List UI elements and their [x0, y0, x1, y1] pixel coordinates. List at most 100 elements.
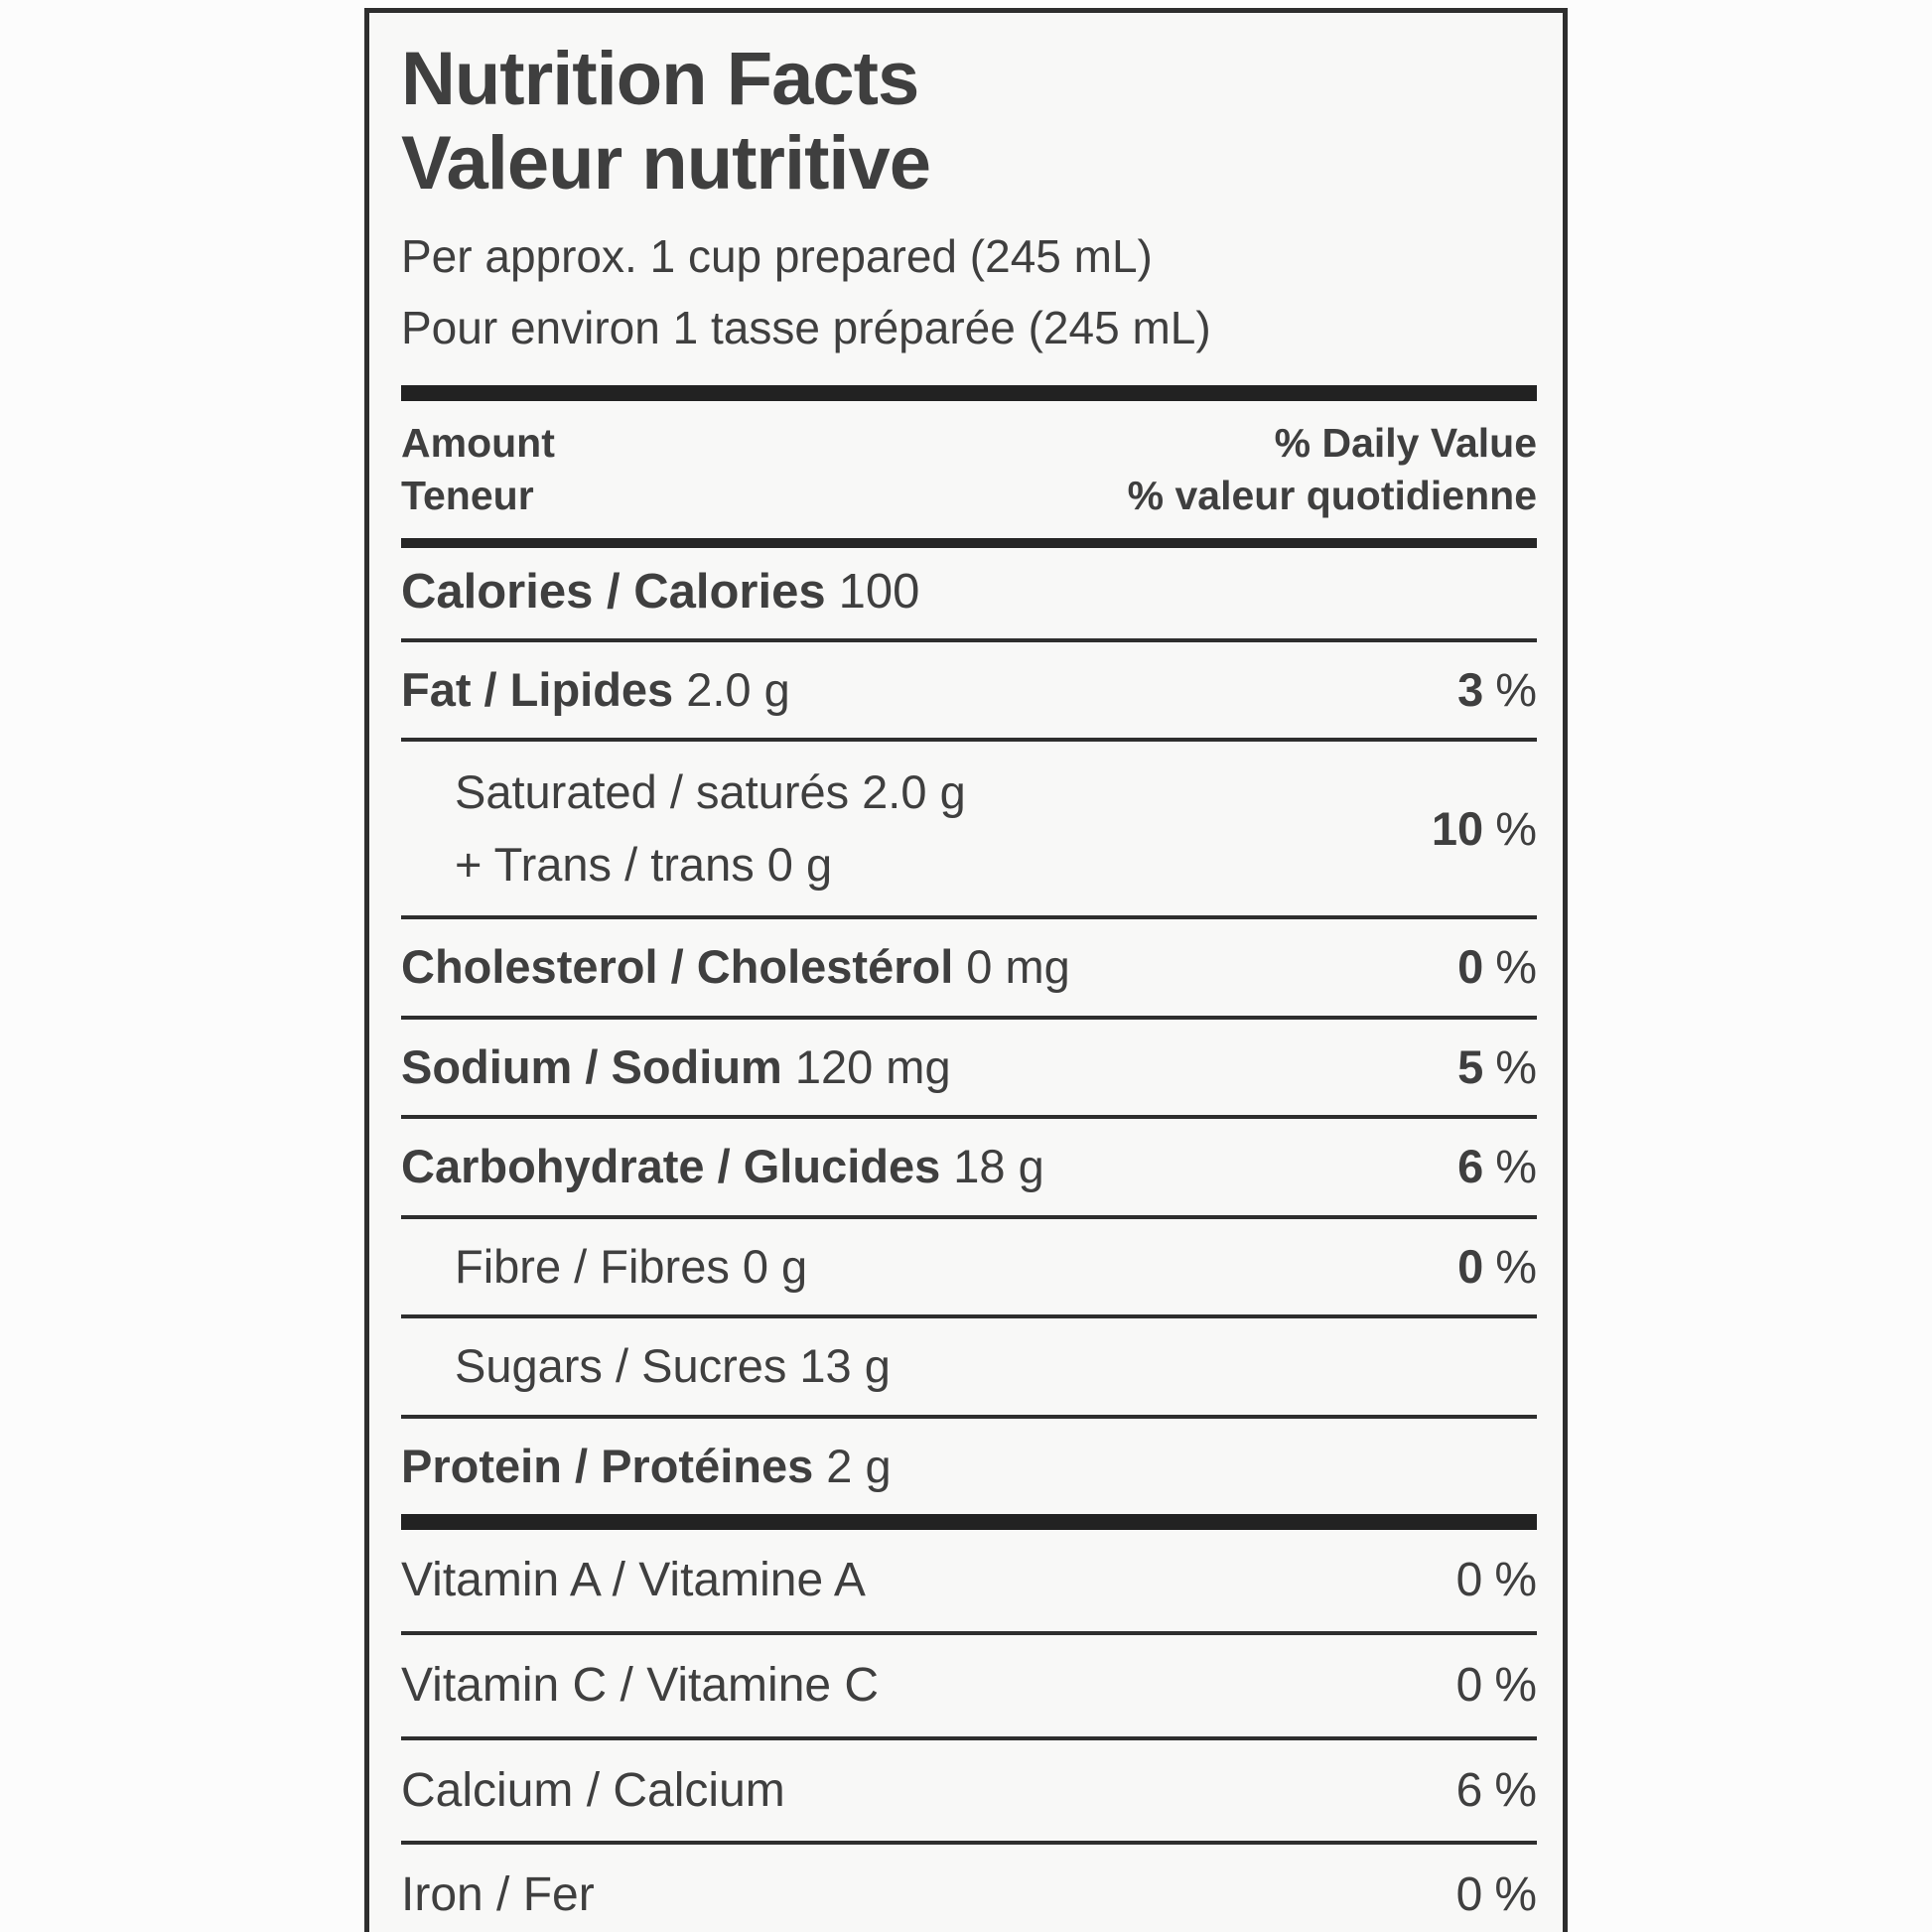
title-english: Nutrition Facts	[401, 37, 919, 121]
percent-sign: %	[1495, 940, 1537, 994]
daily-value: 0%	[1437, 1867, 1537, 1923]
nutrient-name: Vitamin A / Vitamine A	[401, 1554, 866, 1607]
column-headers: Amount Teneur % Daily Value % valeur quo…	[401, 401, 1537, 539]
title-french: Valeur nutritive	[401, 121, 931, 207]
nutrient-label: Vitamin A / Vitamine A	[401, 1553, 1437, 1608]
medium-divider	[401, 538, 1537, 549]
nutrient-name: Sodium / Sodium	[401, 1039, 782, 1093]
daily-value-number: 0	[1457, 940, 1484, 994]
nutrient-name: Cholesterol / Cholestérol	[401, 940, 954, 994]
daily-value: 3%	[1438, 663, 1537, 718]
nutrient-name: Carbohydrate / Glucides	[401, 1140, 941, 1193]
daily-value-header: % Daily Value % valeur quotidienne	[1128, 417, 1537, 523]
thin-divider	[401, 1414, 1537, 1419]
calories-label: Calories / Calories	[401, 565, 826, 620]
nutrient-name: Iron / Fer	[401, 1868, 595, 1922]
thick-divider-bottom	[401, 1514, 1537, 1531]
nutrient-row: Sodium / Sodium 120 mg 5%	[401, 1020, 1537, 1116]
thin-divider	[401, 738, 1537, 743]
nutrient-amount: 120 mg	[794, 1039, 951, 1093]
nutrient-label: Protein / Protéines 2 g	[401, 1440, 1537, 1494]
thin-divider	[401, 1631, 1537, 1636]
nutrient-row: Protein / Protéines 2 g	[401, 1419, 1537, 1515]
nutrient-label: Sugars / Sucres 13 g	[401, 1339, 1537, 1394]
nutrient-label: Iron / Fer	[401, 1867, 1437, 1923]
thin-divider	[401, 1214, 1537, 1219]
micronutrient-row: Iron / Fer 0%	[401, 1845, 1537, 1932]
thin-divider	[401, 1314, 1537, 1319]
nutrient-amount: 2.0 g	[686, 662, 790, 716]
nutrient-row: Sugars / Sucres 13 g	[401, 1318, 1537, 1415]
nutrient-name: Calcium / Calcium	[401, 1763, 785, 1817]
thick-divider-top	[401, 384, 1537, 401]
micronutrient-rows-section: Vitamin A / Vitamine A 0% Vitamin C / Vita…	[401, 1530, 1537, 1932]
amount-header-french: Teneur	[401, 473, 534, 519]
daily-value: 5%	[1438, 1040, 1537, 1095]
nutrient-amount: 0 mg	[966, 940, 1070, 994]
daily-value: 6%	[1437, 1763, 1537, 1819]
nutrient-name: Fat / Lipides	[401, 662, 674, 716]
percent-sign: %	[1494, 1659, 1537, 1713]
daily-value-number: 0	[1457, 1239, 1484, 1293]
amount-header: Amount Teneur	[401, 417, 555, 523]
thin-divider	[401, 1841, 1537, 1846]
nutrient-label-line: + Trans / trans 0 g	[455, 837, 833, 891]
daily-value: 0%	[1437, 1553, 1537, 1608]
nutrient-label: Carbohydrate / Glucides 18 g	[401, 1140, 1438, 1194]
nutrient-amount: 2 g	[826, 1439, 892, 1492]
percent-sign: %	[1495, 801, 1537, 855]
daily-value-number: 0	[1455, 1554, 1483, 1607]
daily-value: 10%	[1412, 802, 1537, 857]
nutrient-name: Vitamin C / Vitamine C	[401, 1659, 880, 1713]
thin-divider	[401, 1015, 1537, 1020]
nutrient-label: Saturated / saturés 2.0 g + Trans / trans…	[401, 765, 1412, 892]
calories-row: Calories / Calories 100	[401, 548, 1537, 637]
percent-sign: %	[1495, 662, 1537, 716]
percent-sign: %	[1495, 1140, 1537, 1193]
daily-value: 0%	[1437, 1658, 1537, 1714]
nutrient-row: Saturated / saturés 2.0 g + Trans / trans…	[401, 742, 1537, 915]
serving-size-english: Per approx. 1 cup prepared (245 mL)	[401, 230, 1153, 283]
nutrient-label: Cholesterol / Cholestérol 0 mg	[401, 940, 1438, 995]
daily-value-header-french: % valeur quotidienne	[1127, 473, 1537, 519]
nutrient-amount: 18 g	[953, 1140, 1044, 1193]
percent-sign: %	[1494, 1554, 1537, 1607]
daily-value-number: 10	[1431, 801, 1484, 855]
nutrient-label: Fibre / Fibres 0 g	[401, 1240, 1438, 1295]
micronutrient-row: Vitamin C / Vitamine C 0%	[401, 1635, 1537, 1736]
thin-divider	[401, 915, 1537, 920]
thin-divider	[401, 1735, 1537, 1740]
percent-sign: %	[1494, 1868, 1537, 1922]
daily-value-number: 5	[1457, 1039, 1484, 1093]
daily-value-number: 6	[1457, 1140, 1484, 1193]
nutrient-name: Protein / Protéines	[401, 1439, 814, 1492]
percent-sign: %	[1495, 1239, 1537, 1293]
thin-divider	[401, 1115, 1537, 1120]
nutrient-rows-section: Fat / Lipides 2.0 g 3% Saturated / saturés …	[401, 642, 1537, 1515]
nutrient-amount: 13 g	[799, 1339, 891, 1393]
daily-value: 0%	[1438, 1240, 1537, 1295]
thin-divider	[401, 637, 1537, 642]
calories-value: 100	[838, 565, 920, 620]
serving-size-french: Pour environ 1 tasse préparée (245 mL)	[401, 301, 1211, 353]
nutrient-label: Fat / Lipides 2.0 g	[401, 663, 1438, 718]
nutrient-amount: 0 g	[742, 1239, 808, 1293]
daily-value-number: 0	[1455, 1659, 1483, 1713]
nutrient-label-line: Saturated / saturés 2.0 g	[455, 765, 966, 819]
percent-sign: %	[1494, 1763, 1537, 1817]
nutrient-label: Sodium / Sodium 120 mg	[401, 1040, 1438, 1095]
daily-value-header-english: % Daily Value	[1274, 419, 1537, 466]
daily-value-number: 3	[1457, 662, 1484, 716]
nutrient-row: Carbohydrate / Glucides 18 g 6%	[401, 1119, 1537, 1215]
daily-value-number: 6	[1455, 1763, 1483, 1817]
nutrient-label: Calcium / Calcium	[401, 1763, 1437, 1819]
micronutrient-row: Calcium / Calcium 6%	[401, 1740, 1537, 1842]
label-header: Nutrition Facts Valeur nutritive Per app…	[401, 13, 1537, 385]
daily-value-number: 0	[1455, 1868, 1483, 1922]
daily-value: 6%	[1438, 1140, 1537, 1194]
nutrient-row: Fibre / Fibres 0 g 0%	[401, 1219, 1537, 1315]
nutrient-name: Fibre / Fibres	[455, 1239, 730, 1293]
nutrient-row: Cholesterol / Cholestérol 0 mg 0%	[401, 919, 1537, 1016]
nutrient-label: Vitamin C / Vitamine C	[401, 1658, 1437, 1714]
